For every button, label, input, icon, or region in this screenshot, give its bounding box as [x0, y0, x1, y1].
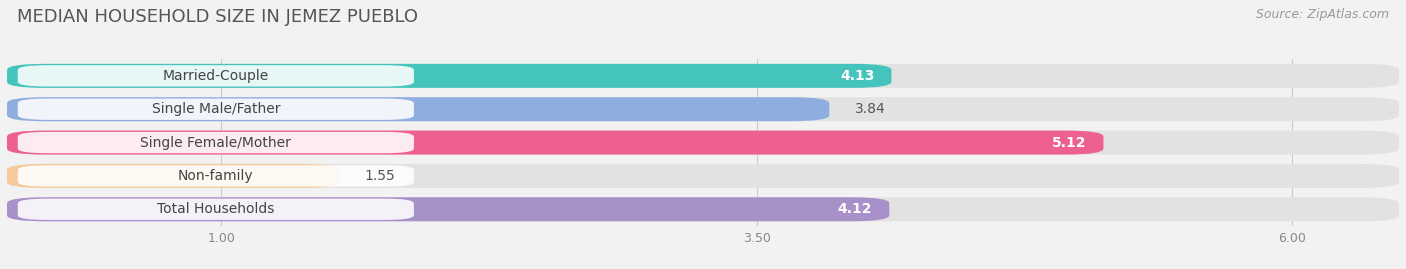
- FancyBboxPatch shape: [7, 164, 1399, 188]
- Text: Total Households: Total Households: [157, 202, 274, 216]
- FancyBboxPatch shape: [7, 164, 339, 188]
- Text: Non-family: Non-family: [179, 169, 253, 183]
- Text: 1.55: 1.55: [364, 169, 395, 183]
- FancyBboxPatch shape: [7, 97, 830, 121]
- FancyBboxPatch shape: [7, 64, 891, 88]
- FancyBboxPatch shape: [18, 65, 413, 87]
- FancyBboxPatch shape: [7, 197, 890, 221]
- FancyBboxPatch shape: [7, 97, 1399, 121]
- Text: Married-Couple: Married-Couple: [163, 69, 269, 83]
- Text: Single Male/Father: Single Male/Father: [152, 102, 280, 116]
- FancyBboxPatch shape: [18, 199, 413, 220]
- Text: 4.13: 4.13: [839, 69, 875, 83]
- FancyBboxPatch shape: [18, 165, 413, 187]
- Text: Source: ZipAtlas.com: Source: ZipAtlas.com: [1256, 8, 1389, 21]
- FancyBboxPatch shape: [7, 130, 1399, 155]
- Text: MEDIAN HOUSEHOLD SIZE IN JEMEZ PUEBLO: MEDIAN HOUSEHOLD SIZE IN JEMEZ PUEBLO: [17, 8, 418, 26]
- Text: 3.84: 3.84: [855, 102, 886, 116]
- Text: Single Female/Mother: Single Female/Mother: [141, 136, 291, 150]
- FancyBboxPatch shape: [18, 98, 413, 120]
- Text: 5.12: 5.12: [1052, 136, 1087, 150]
- FancyBboxPatch shape: [7, 197, 1399, 221]
- FancyBboxPatch shape: [7, 64, 1399, 88]
- FancyBboxPatch shape: [18, 132, 413, 153]
- FancyBboxPatch shape: [7, 130, 1104, 155]
- Text: 4.12: 4.12: [838, 202, 872, 216]
